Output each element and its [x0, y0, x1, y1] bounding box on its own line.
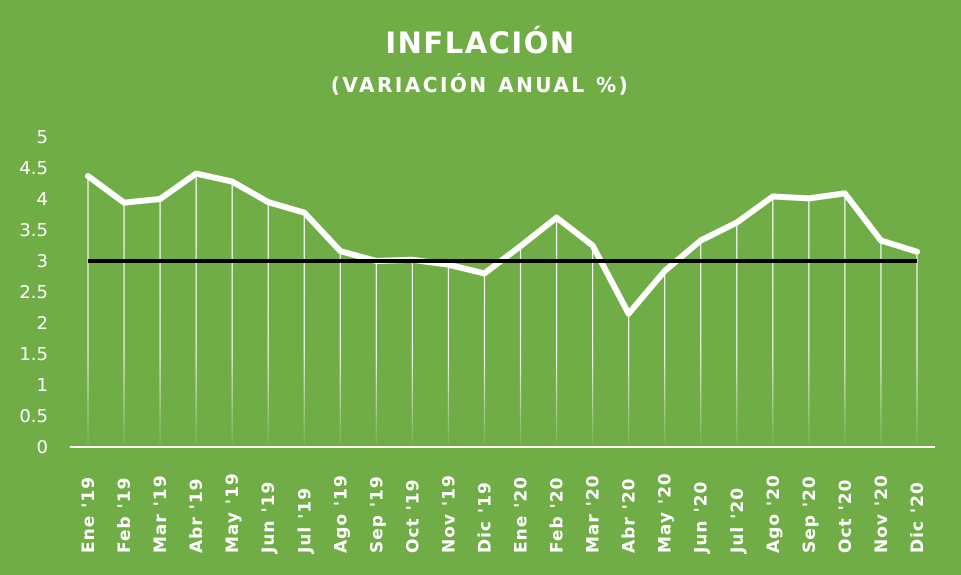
x-tick-label: Nov '20	[872, 474, 892, 553]
data-point	[265, 199, 271, 205]
x-tick-label: Jun '20	[692, 481, 712, 554]
data-point	[229, 179, 235, 185]
data-point	[518, 243, 524, 249]
x-tick-label: Ago '19	[331, 474, 351, 553]
x-tick-label: Oct '19	[403, 479, 423, 553]
x-tick-label: Mar '19	[151, 474, 171, 553]
data-point	[445, 262, 451, 268]
y-tick-label: 2	[37, 313, 48, 334]
data-point	[842, 190, 848, 196]
y-tick-label: 5	[37, 127, 48, 148]
data-point	[662, 268, 668, 274]
x-tick-label: Jul '20	[728, 487, 748, 554]
x-tick-label: Ene '20	[512, 476, 532, 553]
data-point	[337, 248, 343, 254]
y-tick-label: 3	[37, 251, 48, 272]
x-tick-label: Ago '20	[764, 474, 784, 553]
chart-subtitle: (VARIACIÓN ANUAL %)	[330, 73, 631, 97]
y-tick-label: 0.5	[19, 406, 48, 427]
x-tick-label: Abr '19	[187, 478, 207, 554]
data-point	[481, 270, 487, 276]
x-tick-label: Feb '19	[115, 477, 135, 553]
data-point	[157, 196, 163, 202]
x-tick-label: Mar '20	[584, 474, 604, 553]
data-point	[698, 238, 704, 244]
x-tick-label: May '19	[223, 472, 243, 553]
x-tick-label: Jun '19	[259, 481, 279, 554]
y-tick-label: 4	[37, 189, 48, 210]
y-tick-label: 1	[37, 375, 48, 396]
y-tick-label: 4.5	[19, 158, 48, 179]
data-point	[914, 249, 920, 255]
x-tick-label: Sep '19	[367, 475, 387, 553]
x-tick-label: May '20	[656, 472, 676, 553]
chart-title: INFLACIÓN	[385, 26, 576, 60]
x-tick-label: Dic '19	[475, 481, 495, 553]
data-point	[85, 173, 91, 179]
data-point	[121, 200, 127, 206]
y-tick-label: 2.5	[19, 282, 48, 303]
x-tick-label: Dic '20	[908, 481, 928, 553]
y-tick-label: 1.5	[19, 344, 48, 365]
y-tick-label: 0	[37, 437, 48, 458]
data-point	[878, 238, 884, 244]
x-tick-label: Feb '20	[548, 477, 568, 553]
series-line-inflation	[85, 170, 920, 317]
data-point	[590, 243, 596, 248]
y-tick-label: 3.5	[19, 220, 48, 241]
x-tick-label: Jul '19	[295, 487, 315, 554]
data-point	[193, 171, 199, 177]
data-point	[301, 210, 307, 216]
x-tick-label: Ene '19	[79, 476, 99, 553]
x-tick-label: Sep '20	[800, 475, 820, 553]
data-point	[734, 220, 740, 226]
data-point	[554, 215, 560, 221]
data-point	[626, 311, 632, 317]
data-point	[770, 194, 776, 200]
x-tick-label: Nov '19	[439, 474, 459, 553]
x-tick-label: Oct '20	[836, 479, 856, 553]
data-point	[806, 195, 812, 201]
x-tick-label: Abr '20	[620, 478, 640, 554]
